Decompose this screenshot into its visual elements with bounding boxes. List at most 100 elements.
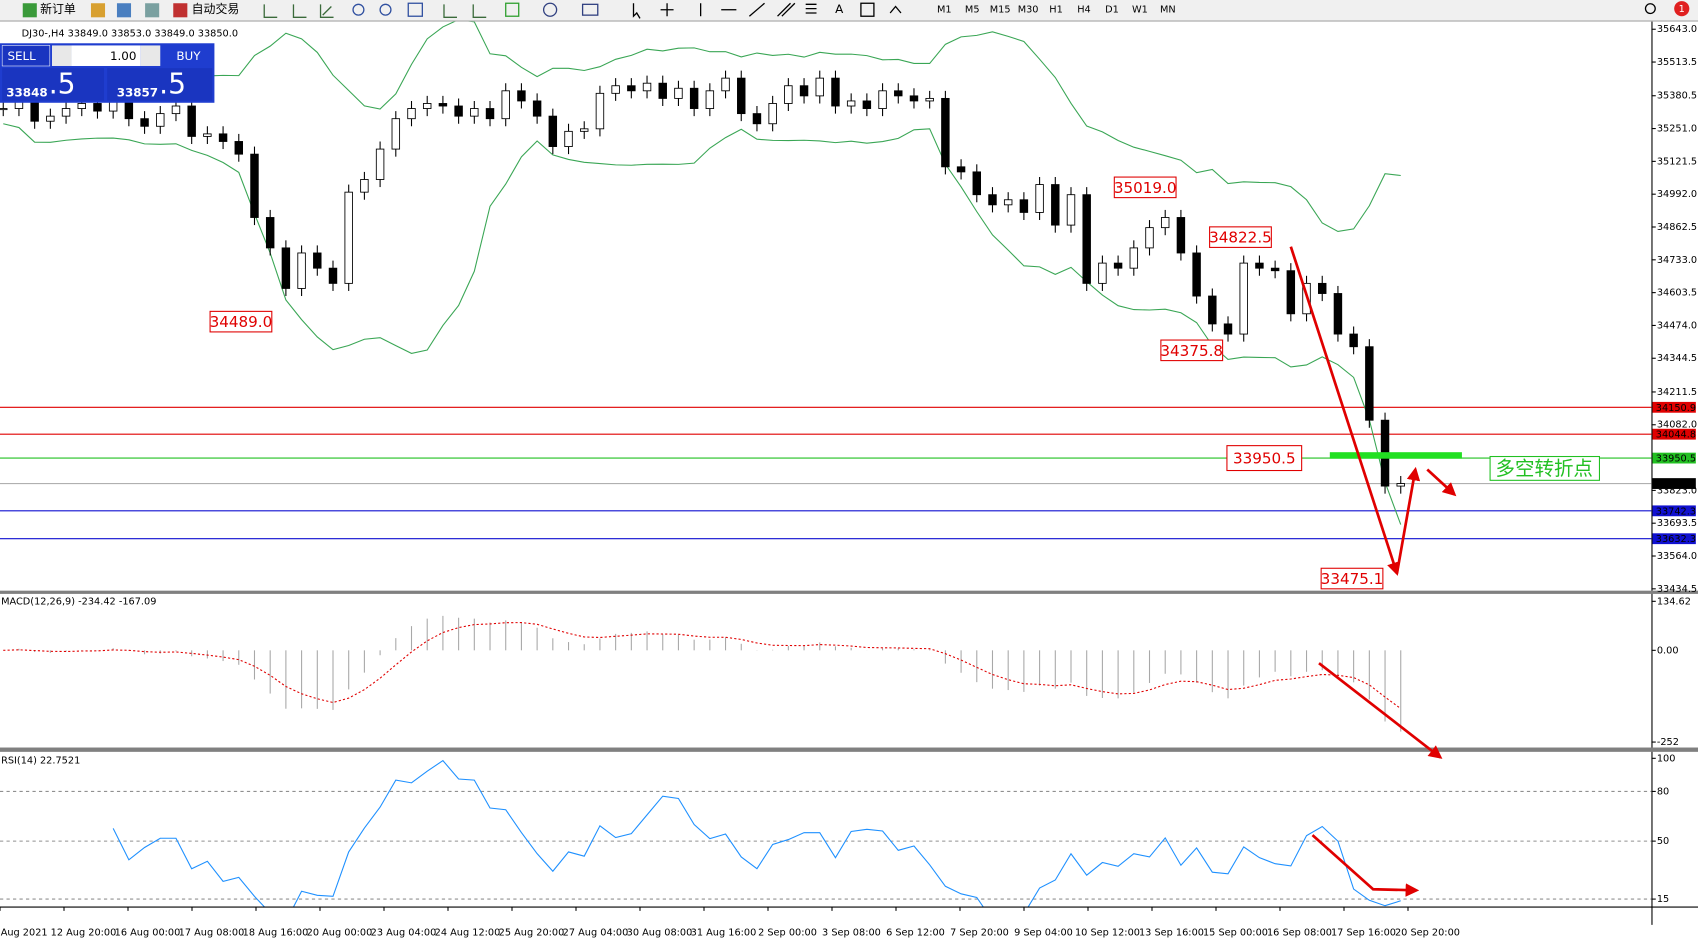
sell-price-main[interactable]: 33848 [6,86,47,100]
level-label-box [1652,428,1696,440]
timeframe-button[interactable]: H1 [1049,5,1063,16]
candle-body [752,113,762,125]
periods[interactable] [542,2,558,17]
lots-up[interactable] [140,45,161,66]
chart-header: DJ30-,H4 33849.0 33853.0 33849.0 33850.0 [22,29,238,40]
candle-body [674,87,683,99]
buy-price-main[interactable]: 33857 [117,86,158,100]
timeframe-button[interactable]: M1 [937,5,952,16]
text-tool[interactable]: A [835,2,844,16]
y-tick-label: 33564.0 [1657,551,1697,562]
new-order-icon[interactable] [22,3,37,18]
timeframe-button[interactable]: MN [1160,5,1176,16]
candle-body [203,133,212,137]
bollinger-band [3,123,1402,525]
chart-tool[interactable] [292,4,307,18]
crosshair-tool[interactable] [660,3,674,17]
buy-label[interactable]: BUY [176,49,201,63]
tile-windows[interactable] [407,2,423,17]
notification-count[interactable]: 1 [1679,4,1685,15]
tool-icon[interactable] [145,3,160,18]
candle-body [988,194,997,206]
timeframe-button[interactable]: M5 [965,5,980,16]
price-annotation-box [209,310,273,333]
lots-input[interactable] [71,45,141,66]
zoom-in[interactable] [352,3,365,16]
x-tick-label: 13 Sep 16:00 [1139,928,1204,939]
candle-body [517,90,526,102]
timeframe-button[interactable]: D1 [1105,5,1119,16]
zoom-out[interactable] [379,3,392,16]
indicators[interactable] [505,2,520,17]
label-tool[interactable] [860,2,875,17]
sell-button[interactable] [1,45,51,67]
autotrade-button[interactable]: 自动交易 [192,2,240,16]
level-label: 33950.5 [1656,454,1696,465]
autotrade-icon[interactable] [173,3,188,18]
panel-separator [0,590,1698,594]
candle-body [799,85,809,97]
cursor-tool[interactable] [632,3,641,19]
candle-body [1396,483,1405,487]
trendline-tool[interactable] [748,2,765,17]
timeframe-button[interactable]: M30 [1018,5,1039,16]
x-tick-label: 20 Sep 20:00 [1395,928,1460,939]
candle-body [1113,262,1123,269]
timeframe-button[interactable]: H4 [1077,5,1091,16]
macd-arrow [1318,662,1443,759]
timeframe-button[interactable]: M15 [990,5,1011,16]
templates[interactable] [581,3,599,16]
x-tick-label: 17 Sep 16:00 [1331,928,1396,939]
tool-icon[interactable] [90,3,106,18]
candle-body [956,166,966,173]
buy-price-tail[interactable]: .5 [159,67,186,100]
chart-tool[interactable] [472,4,487,18]
price-annotation: 33950.5 [1233,450,1296,468]
sell-price-box[interactable] [2,68,104,101]
x-tick-label: 24 Aug 12:00 [435,928,501,939]
search[interactable] [1644,3,1656,15]
chart-tool[interactable] [319,4,334,18]
candle-body [485,108,495,120]
candle-body [784,85,793,104]
sell-price-tail[interactable]: .5 [49,67,76,100]
timeframe-button[interactable]: W1 [1132,5,1148,16]
y-tick-label: 34733.0 [1657,255,1697,266]
new-order-button[interactable]: 新订单 [40,2,76,16]
y-tick-label: 34862.5 [1657,222,1697,233]
level-label: 34150.9 [1656,403,1696,414]
y-tick-label: 34992.0 [1657,189,1697,200]
candle-body [627,85,636,92]
candle-body [1019,199,1029,213]
y-tick-label: 34082.0 [1657,420,1697,431]
buy-price-box[interactable] [107,68,213,101]
fibo-tool[interactable] [805,3,817,14]
lots-value[interactable]: 1.00 [110,49,136,63]
lots-down[interactable] [51,45,72,66]
tool-icon[interactable] [116,3,132,18]
candle-body [375,148,385,180]
chart-tool[interactable] [443,4,457,18]
macd-tick-label: 134.62 [1657,596,1691,607]
candle-body [281,247,291,289]
candle-body [815,77,824,97]
price-annotation: 35019.0 [1114,179,1177,197]
candle-body [1098,262,1107,284]
note-box [1489,455,1600,481]
channel-tool[interactable] [777,2,796,17]
price-annotation-box [1160,339,1224,362]
arrow-tool[interactable] [889,5,902,14]
notification-badge[interactable] [1674,1,1690,17]
x-tick-label: 30 Aug 08:00 [627,928,693,939]
y-tick-label: 34474.0 [1657,320,1697,331]
level-label-box [1652,452,1696,464]
sell-label[interactable]: SELL [7,49,36,63]
price-annotation-box [1226,445,1303,472]
chart-tool[interactable] [263,4,278,18]
level-label: 34044.8 [1656,430,1696,441]
candle-body [721,77,730,92]
y-tick-label: 35121.5 [1657,156,1697,167]
candle-body [1145,227,1154,249]
candle-body [1318,282,1327,294]
candle-body [313,252,322,269]
